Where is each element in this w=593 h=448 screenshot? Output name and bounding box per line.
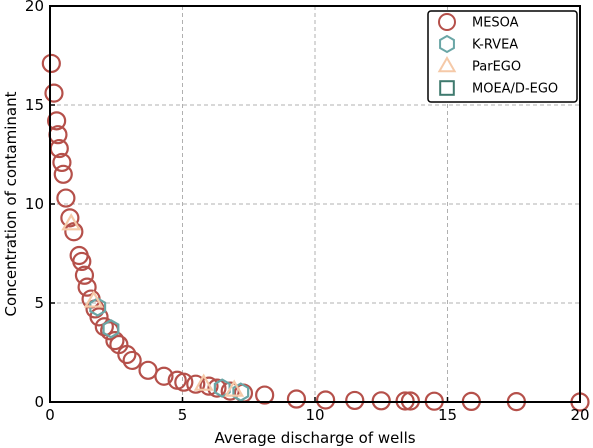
data-point [345,390,365,411]
data-point [105,331,125,351]
data-point [77,277,97,297]
legend-label: ParEGO [472,60,521,75]
data-point [60,208,80,228]
series-mesoa [41,53,590,412]
y-tick-label: 5 [34,294,44,312]
data-point [224,379,245,397]
x-tick-label: 10 [305,406,324,424]
data-point [56,188,76,208]
data-point [74,265,95,285]
data-point [52,152,72,173]
data-point [193,373,214,391]
legend-marker [439,34,455,54]
data-point [83,290,104,308]
x-tick-label: 15 [438,406,457,424]
data-point [255,385,275,405]
data-point [64,222,84,242]
legend-marker [438,13,456,31]
y-tick-label: 0 [34,393,44,411]
data-point [72,251,92,272]
data-point [94,317,114,337]
data-point [102,318,120,339]
data-point [41,53,61,74]
legend-label: MOEA/D-EGO [472,82,558,97]
data-point [199,376,219,396]
x-tick-label: 0 [45,406,55,424]
data-point [47,111,67,131]
data-points [41,53,590,412]
data-point [89,307,109,327]
data-point [154,366,174,386]
series-parego [61,213,245,397]
data-point [186,374,206,394]
data-point [44,83,64,103]
y-tick-label: 20 [25,0,44,15]
y-tick-label: 15 [25,96,44,114]
data-point [89,297,107,317]
x-tick-label: 5 [178,406,188,424]
data-point [213,378,231,398]
y-axis-label: Concentration of contaminant [2,91,20,316]
data-point [61,213,82,231]
data-point [371,391,391,411]
legend-label: MESOA [472,16,519,31]
data-point [174,372,194,392]
data-point [117,344,137,365]
series-k-rvea [89,297,250,402]
data-point [207,378,227,398]
data-point [138,360,158,380]
data-point [286,389,307,409]
legend-marker [437,55,457,73]
data-point [53,164,73,184]
legend: MESOA K-RVEA ParEGO MOEA/D-EGO [427,10,578,103]
y-tick-label: 10 [25,195,44,213]
axis-ticks: 0 5 10 15 20 0 5 10 15 20 [25,0,590,424]
data-point [232,382,250,402]
x-axis-label: Average discharge of wells [214,429,415,447]
x-tick-label: 20 [570,406,589,424]
legend-label: K-RVEA [472,38,518,53]
legend-marker [439,80,455,96]
data-point [122,350,142,371]
legend-box [427,10,578,103]
data-point [316,390,336,410]
